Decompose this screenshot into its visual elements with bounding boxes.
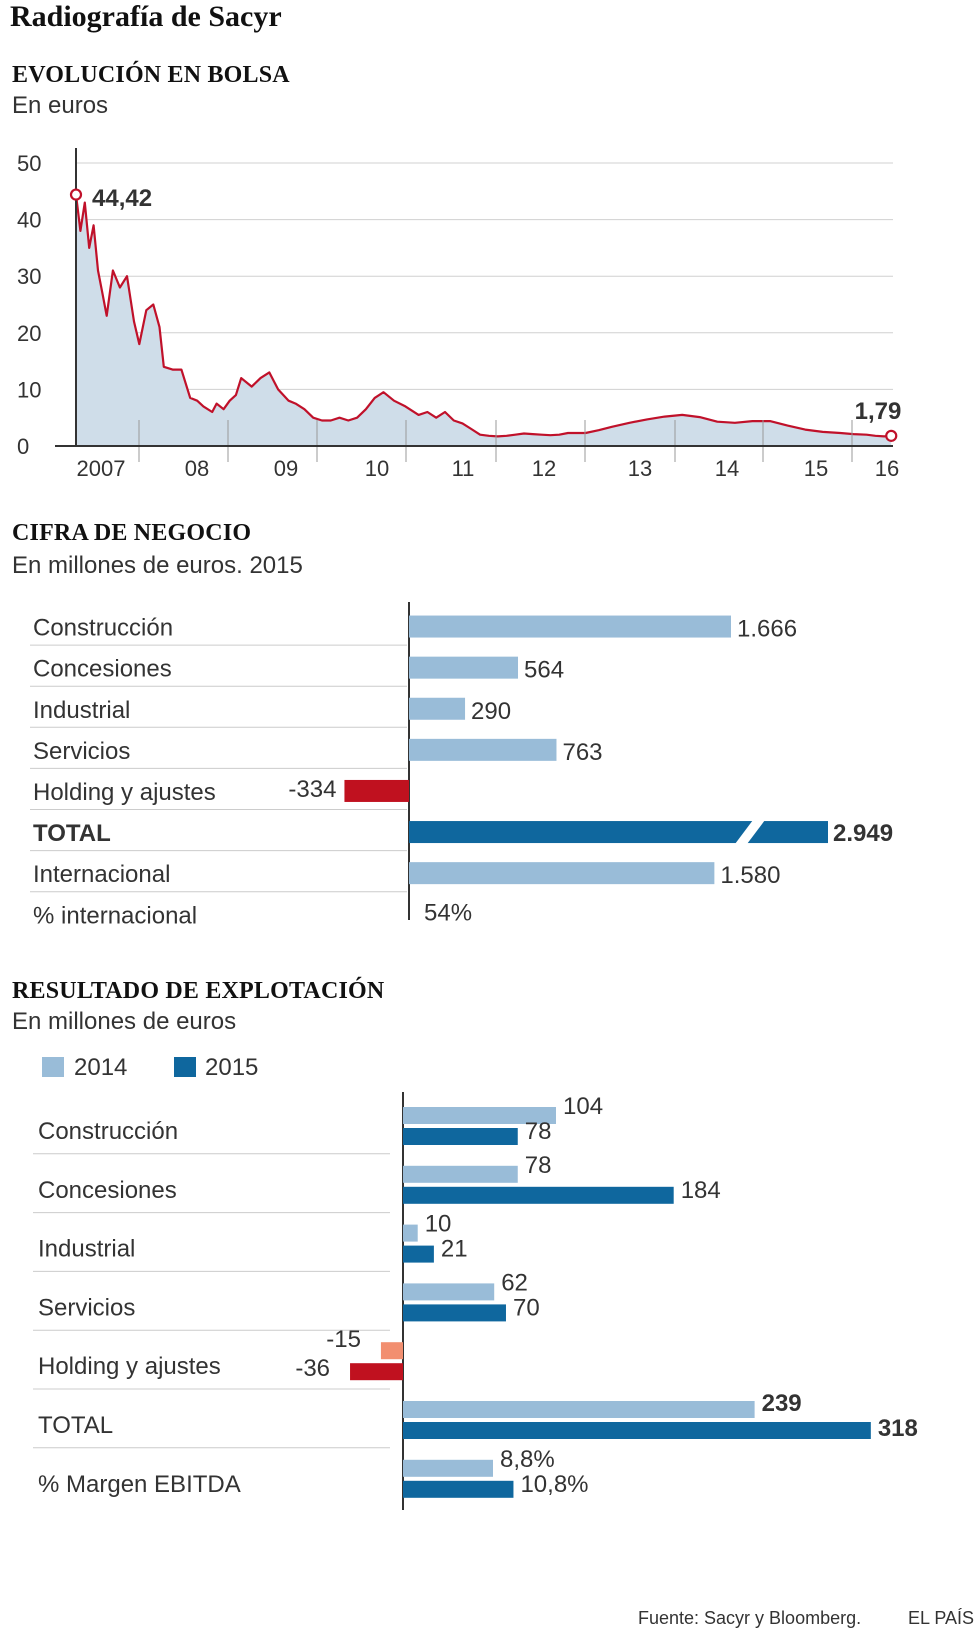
value-label: 2.949 bbox=[833, 820, 893, 847]
y-tick-label: 30 bbox=[17, 264, 41, 289]
ebitda-chart: 2014 2015 Construcción 104 78 Concesiones 78 18… bbox=[33, 1054, 918, 1510]
main-title: Radiografía de Sacyr bbox=[10, 0, 282, 33]
legend-label-2014: 2014 bbox=[74, 1054, 127, 1081]
brand-label: EL PAÍS bbox=[908, 1608, 975, 1628]
value-label: 78 bbox=[525, 1152, 552, 1179]
y-tick-label: 10 bbox=[17, 377, 41, 402]
bar bbox=[409, 862, 715, 885]
bar-2015 bbox=[350, 1363, 403, 1381]
x-tick-label: 16 bbox=[875, 456, 899, 481]
bar-2014 bbox=[403, 1459, 493, 1477]
value-label: 318 bbox=[878, 1415, 918, 1442]
bar-2015 bbox=[403, 1128, 518, 1145]
category-label: Construcción bbox=[33, 615, 173, 642]
category-label: Industrial bbox=[33, 697, 130, 724]
bar-2015 bbox=[403, 1245, 434, 1263]
value-label: 104 bbox=[563, 1093, 603, 1120]
end-value-label: 1,79 bbox=[855, 398, 902, 425]
revenue-section-subtitle: En millones de euros. 2015 bbox=[12, 552, 303, 579]
legend-swatch-2015 bbox=[174, 1057, 196, 1077]
category-label: Construcción bbox=[38, 1118, 178, 1145]
value-label: 8,8% bbox=[500, 1446, 555, 1473]
x-tick-label: 11 bbox=[452, 456, 475, 481]
value-label: 21 bbox=[441, 1236, 468, 1263]
value-label: 290 bbox=[471, 698, 511, 725]
bar-2015 bbox=[403, 1422, 871, 1439]
end-point-marker bbox=[885, 429, 898, 442]
x-tick-label: 13 bbox=[628, 456, 652, 481]
category-label: Concesiones bbox=[33, 656, 172, 683]
legend-label-2015: 2015 bbox=[205, 1054, 258, 1081]
bar bbox=[409, 656, 519, 679]
category-label: % internacional bbox=[33, 902, 197, 929]
category-label: % Margen EBITDA bbox=[38, 1471, 241, 1498]
value-label: 1.666 bbox=[737, 616, 797, 643]
bar-2014 bbox=[403, 1401, 755, 1418]
bar-2015 bbox=[403, 1304, 506, 1322]
bar-negative bbox=[344, 779, 409, 802]
category-label: Holding y ajustes bbox=[33, 779, 216, 806]
x-tick-label: 10 bbox=[365, 456, 389, 481]
bar-2014 bbox=[403, 1165, 518, 1183]
value-label: 239 bbox=[762, 1390, 802, 1417]
category-label: TOTAL bbox=[38, 1412, 113, 1439]
source-note: Fuente: Sacyr y Bloomberg. bbox=[638, 1608, 862, 1628]
x-tick-label: 15 bbox=[804, 456, 828, 481]
x-tick-label: 08 bbox=[185, 456, 209, 481]
category-label: Servicios bbox=[33, 738, 130, 765]
legend-swatch-2014 bbox=[42, 1057, 64, 1077]
category-label: Internacional bbox=[33, 861, 170, 888]
axis-break bbox=[735, 820, 765, 845]
category-label: Holding y ajustes bbox=[38, 1353, 221, 1380]
x-tick-label: 09 bbox=[274, 456, 298, 481]
price-area bbox=[76, 194, 892, 446]
bar-2014 bbox=[380, 1342, 403, 1360]
bar-2015 bbox=[403, 1186, 674, 1204]
bar-2014 bbox=[403, 1107, 556, 1124]
value-label: -36 bbox=[295, 1355, 330, 1382]
stock-section-subtitle: En euros bbox=[12, 92, 109, 119]
value-label: 1.580 bbox=[720, 862, 780, 889]
ebitda-section-title: RESULTADO DE EXPLOTACIÓN bbox=[12, 978, 385, 1004]
bar-2014 bbox=[403, 1283, 495, 1301]
stock-section-title: EVOLUCIÓN EN BOLSA bbox=[12, 62, 290, 88]
category-label: Industrial bbox=[38, 1236, 135, 1263]
stock-chart: 50 40 30 20 10 0 2007 08 09 10 11 12 13 14 15 16 44,42 1,… bbox=[17, 148, 902, 481]
value-label: -15 bbox=[326, 1326, 361, 1353]
bar-2014 bbox=[403, 1224, 418, 1242]
y-tick-label: 40 bbox=[17, 208, 41, 233]
value-label: 184 bbox=[681, 1177, 721, 1204]
bar-total bbox=[409, 821, 828, 844]
bar bbox=[409, 615, 731, 638]
value-label: 62 bbox=[501, 1269, 528, 1296]
value-label: 10,8% bbox=[520, 1471, 588, 1498]
x-tick-label: 12 bbox=[532, 456, 556, 481]
bar bbox=[409, 697, 466, 720]
bar-2015 bbox=[403, 1480, 514, 1498]
y-tick-label: 0 bbox=[17, 434, 29, 459]
price-line bbox=[74, 194, 892, 438]
y-tick-label: 20 bbox=[17, 321, 41, 346]
start-point-marker bbox=[69, 188, 83, 201]
bar bbox=[409, 738, 557, 761]
category-label: Servicios bbox=[38, 1294, 135, 1321]
revenue-chart: Construcción 1.666 Concesiones 564 Industria… bbox=[30, 602, 893, 929]
value-label: -334 bbox=[288, 776, 336, 803]
value-label: 10 bbox=[425, 1211, 452, 1238]
annotation-label: 54% bbox=[424, 899, 472, 926]
start-value-label: 44,42 bbox=[92, 185, 152, 212]
y-tick-label: 50 bbox=[17, 151, 41, 176]
value-label: 564 bbox=[524, 657, 564, 684]
category-label: Concesiones bbox=[38, 1177, 177, 1204]
value-label: 78 bbox=[525, 1118, 552, 1145]
value-label: 70 bbox=[513, 1294, 540, 1321]
ebitda-section-subtitle: En millones de euros bbox=[12, 1008, 237, 1035]
x-tick-label: 2007 bbox=[77, 456, 126, 481]
revenue-section-title: CIFRA DE NEGOCIO bbox=[12, 520, 252, 546]
x-tick-label: 14 bbox=[715, 456, 739, 481]
category-label: TOTAL bbox=[33, 820, 111, 847]
value-label: 763 bbox=[562, 739, 602, 766]
